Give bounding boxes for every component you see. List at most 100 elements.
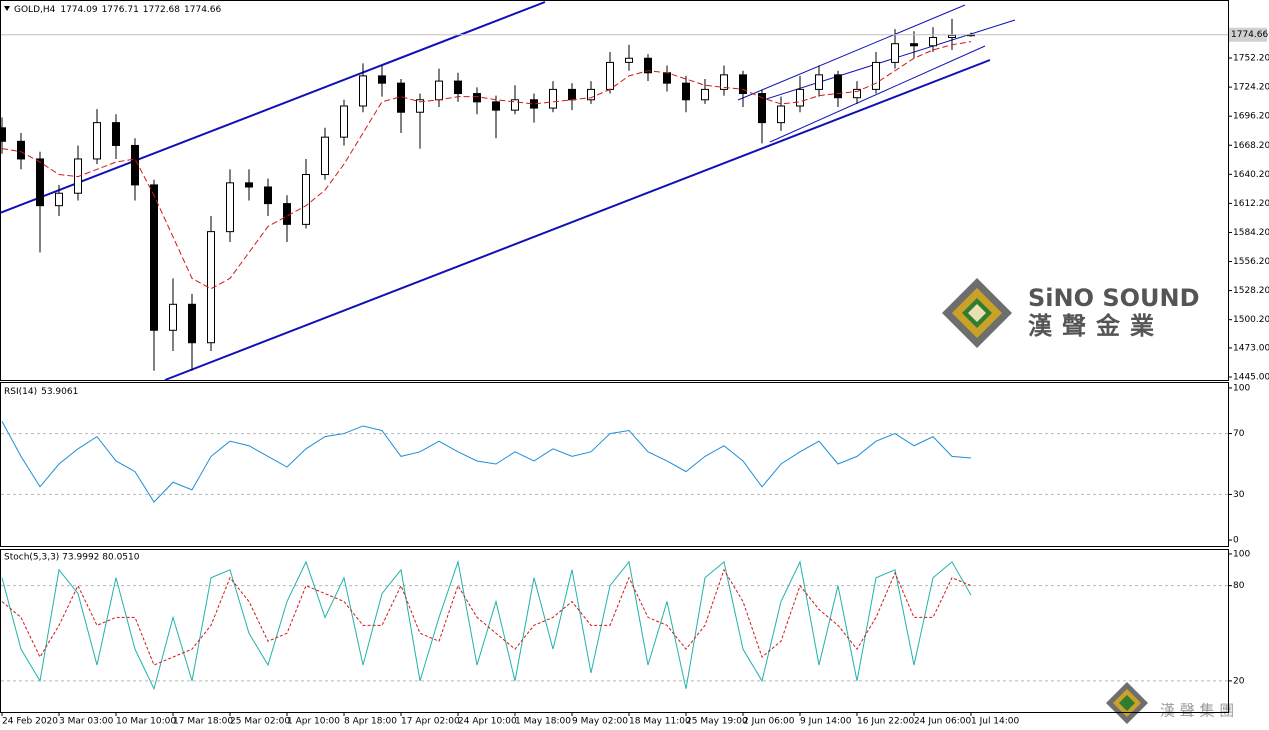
candle-body <box>188 303 196 344</box>
menu-arrow[interactable] <box>4 6 10 11</box>
x-tick-label: 17 Apr 02:00 <box>401 717 460 727</box>
candle-body <box>910 43 918 47</box>
x-tick-label: 3 Mar 03:00 <box>59 717 114 727</box>
y-tick-label: 1752.20 <box>1233 54 1269 64</box>
rsi-value: 53.9061 <box>41 387 78 397</box>
candle-body <box>606 61 614 90</box>
candle-body <box>549 88 557 109</box>
candle-body <box>169 303 177 331</box>
y-tick-label: 100 <box>1233 383 1250 393</box>
x-tick-label: 18 May 11:00 <box>629 717 691 727</box>
stoch-header: Stoch(5,3,3) 73.9992 80.0510 <box>4 553 140 563</box>
y-tick-label: 0 <box>1233 536 1239 546</box>
y-tick-label: 1724.20 <box>1233 83 1269 93</box>
candle-body <box>587 88 595 101</box>
y-tick-label: 100 <box>1233 549 1250 559</box>
y-tick-label: 1445.00 <box>1233 372 1269 382</box>
price-label: 1774.66 <box>1231 30 1268 40</box>
trend-line <box>759 19 1016 102</box>
x-tick-label: 17 Mar 18:00 <box>173 717 233 727</box>
candle-body <box>264 186 272 205</box>
x-tick-label: 2 Jun 06:00 <box>743 717 795 727</box>
candle-body <box>435 80 443 101</box>
x-tick-label: 24 Feb 2020 <box>2 717 58 727</box>
price-label-box <box>1229 27 1267 42</box>
logo: SiNO SOUND 漢聲金業 <box>942 278 1200 348</box>
x-tick-label: 9 Jun 14:00 <box>800 717 852 727</box>
x-tick-label: 9 May 02:00 <box>572 717 628 727</box>
candle-body <box>131 144 139 186</box>
candle-body <box>891 43 899 63</box>
rsi-line <box>1 421 972 503</box>
candle-body <box>226 182 234 233</box>
candle-body <box>150 184 158 331</box>
y-tick-label: 1556.20 <box>1233 257 1269 267</box>
y-tick-label: 80 <box>1233 581 1245 591</box>
y-tick-label: 1640.20 <box>1233 170 1269 180</box>
candle-body <box>568 88 576 101</box>
candle-body <box>245 182 253 188</box>
candle-body <box>948 34 956 38</box>
candle-body <box>112 122 120 146</box>
y-tick-label: 30 <box>1233 490 1245 500</box>
y-tick-label: 1696.20 <box>1233 112 1269 122</box>
candle-body <box>663 72 671 84</box>
brand-chinese: 漢聲金業 <box>1028 312 1164 340</box>
x-tick-label: 1 May 18:00 <box>515 717 571 727</box>
candle-body <box>0 127 6 142</box>
y-tick-label: 70 <box>1233 429 1245 439</box>
candle-body <box>720 74 728 90</box>
x-tick-label: 8 Apr 18:00 <box>344 717 397 727</box>
corner-logo: 漢 聲 集 團 <box>1106 682 1234 724</box>
candle-body <box>302 174 310 225</box>
y-tick-label: 1500.20 <box>1233 315 1269 325</box>
rsi-header: RSI(14) 53.9061 <box>4 387 78 397</box>
candle-body <box>55 192 63 207</box>
candle-body <box>378 75 386 84</box>
x-tick-label: 24 Apr 10:00 <box>458 717 517 727</box>
x-tick-label: 1 Apr 10:00 <box>287 717 340 727</box>
x-tick-label: 10 Mar 10:00 <box>116 717 176 727</box>
candle-body <box>17 140 25 160</box>
candle-body <box>796 88 804 107</box>
stoch-panel <box>0 549 1229 713</box>
candle-body <box>511 99 519 111</box>
rsi-panel <box>0 382 1229 547</box>
header-open: 1774.09 <box>60 5 97 15</box>
candle-body <box>416 99 424 113</box>
candle-body <box>36 158 44 207</box>
candle-body <box>834 74 842 99</box>
rsi-title: RSI(14) <box>4 387 37 397</box>
candle-body <box>93 122 101 160</box>
candle-body <box>815 74 823 90</box>
y-tick-label: 1528.20 <box>1233 286 1269 296</box>
trend-line <box>0 1 546 214</box>
candle-body <box>625 57 633 63</box>
candle-body <box>283 203 291 225</box>
price-panel <box>0 0 1229 381</box>
corner-text: 漢 聲 集 團 <box>1160 702 1234 720</box>
trend-line <box>164 59 991 381</box>
x-tick-label: 24 Jun 06:00 <box>914 717 971 727</box>
symbol: GOLD,H4 <box>14 5 56 15</box>
header-close: 1774.66 <box>184 5 221 15</box>
candle-body <box>929 36 937 47</box>
price-header: GOLD,H4 1774.09 1776.71 1772.68 1774.66 <box>14 5 222 15</box>
candle-body <box>473 93 481 103</box>
y-tick-label: 1668.20 <box>1233 141 1269 151</box>
y-tick-label: 1473.00 <box>1233 343 1269 353</box>
candle-body <box>739 74 747 95</box>
candle-body <box>682 82 690 101</box>
candle-body <box>644 57 652 74</box>
candle-body <box>777 105 785 124</box>
moving-average <box>1 41 972 290</box>
x-tick-label: 1 Jul 14:00 <box>971 717 1020 727</box>
trend-line <box>737 4 966 101</box>
y-tick-label: 20 <box>1233 676 1245 686</box>
x-tick-label: 25 May 19:00 <box>686 717 748 727</box>
x-tick-label: 16 Jun 22:00 <box>857 717 914 727</box>
candle-body <box>454 80 462 95</box>
header-low: 1772.68 <box>143 5 180 15</box>
